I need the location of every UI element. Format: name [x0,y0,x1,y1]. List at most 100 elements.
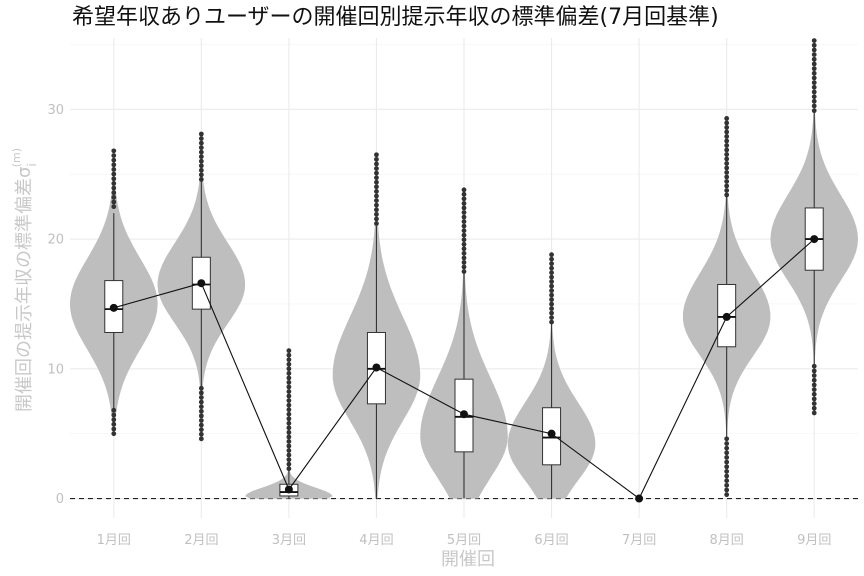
outlier-point [811,84,817,90]
mean-point [810,235,819,244]
y-tick-label: 20 [47,233,64,248]
outlier-point [461,223,467,229]
outlier-point [811,89,817,95]
outlier-point [286,375,292,381]
outlier-point [549,301,554,307]
outlier-point [724,478,730,484]
outlier-point [286,448,292,453]
outlier-point [286,443,292,449]
outlier-point [811,368,817,374]
outlier-point [811,70,817,76]
outlier-point [724,492,730,498]
outlier-point [724,473,730,479]
outlier-point [724,179,730,184]
x-tick-label: 5月回 [447,533,481,548]
outlier-point [286,411,292,417]
outlier-point [724,188,730,193]
outlier-point [461,246,467,252]
outlier-point [549,256,554,262]
outlier-point [549,306,554,312]
outlier-point [461,201,467,206]
outlier-point [286,370,292,376]
outlier-point [724,161,730,166]
outlier-point [724,120,730,126]
x-tick-label: 6月回 [534,533,568,548]
y-axis-label-main: 開催回の提示年収の標準偏差σ [14,167,35,412]
outlier-point [461,205,467,211]
outlier-point [811,391,817,397]
outlier-point [811,75,817,81]
outlier-point [198,172,204,178]
outlier-point [374,211,379,217]
outlier-point [111,417,117,423]
outlier-point [724,156,730,162]
outlier-point [811,61,817,67]
outlier-point [374,216,379,222]
outlier-point [724,125,730,130]
outlier-point [811,401,817,406]
outlier-point [374,207,379,213]
x-tick-label: 9月回 [797,533,831,548]
outlier-point [461,250,467,256]
mean-point [460,410,468,419]
outlier-point [286,398,292,403]
y-axis-label-superscript: (m) [10,148,23,167]
outlier-point [111,171,117,177]
outlier-point [724,147,730,153]
outlier-point [198,131,204,137]
outlier-point [111,148,117,154]
outlier-point [811,373,817,378]
outlier-point [724,183,730,189]
outlier-point [724,134,730,139]
outlier-point [198,413,204,419]
outlier-point [286,466,292,472]
outlier-point [461,241,467,247]
outlier-point [811,405,817,411]
outlier-point [724,482,730,488]
outlier-point [286,361,292,367]
outlier-point [724,459,730,465]
outlier-point [286,352,292,358]
outlier-point [374,184,379,190]
outlier-point [549,297,554,303]
outlier-point [286,393,292,399]
outlier-point [198,149,204,155]
outlier-point [198,163,204,169]
outlier-point [724,165,730,171]
mean-point [197,279,206,288]
outlier-point [724,174,730,180]
outlier-point [374,156,379,162]
outlier-point [549,265,554,271]
outlier-point [811,80,817,86]
outlier-point [286,457,292,463]
outlier-point [811,42,817,48]
outlier-point [111,190,117,196]
outlier-point [549,283,554,289]
outlier-point [461,219,467,224]
outlier-point [198,408,204,414]
outlier-point [549,288,554,294]
mean-point [109,303,118,312]
x-tick-label: 3月回 [272,533,306,548]
outlier-point [811,396,817,402]
outlier-point [111,162,117,168]
outlier-point [724,129,730,135]
outlier-point [111,153,117,158]
outlier-point [111,176,117,182]
outlier-point [286,420,292,426]
outlier-point [286,452,292,458]
mean-point [372,363,381,372]
outlier-point [724,436,730,442]
outlier-point [198,395,204,400]
x-tick-label: 4月回 [359,533,393,548]
mean-point [284,485,293,494]
plot-area: 0 10 20 30 1月回 2月回 3月回 4月回 5月回 6月回 7月回 8月回 9月回 [47,38,858,548]
outlier-point [724,152,730,157]
outlier-point [374,202,379,208]
outlier-point [374,221,379,226]
outlier-point [811,52,817,58]
outlier-point [286,402,292,408]
outlier-point [111,185,117,191]
y-tick-label: 30 [47,103,64,118]
outlier-point [286,384,292,390]
